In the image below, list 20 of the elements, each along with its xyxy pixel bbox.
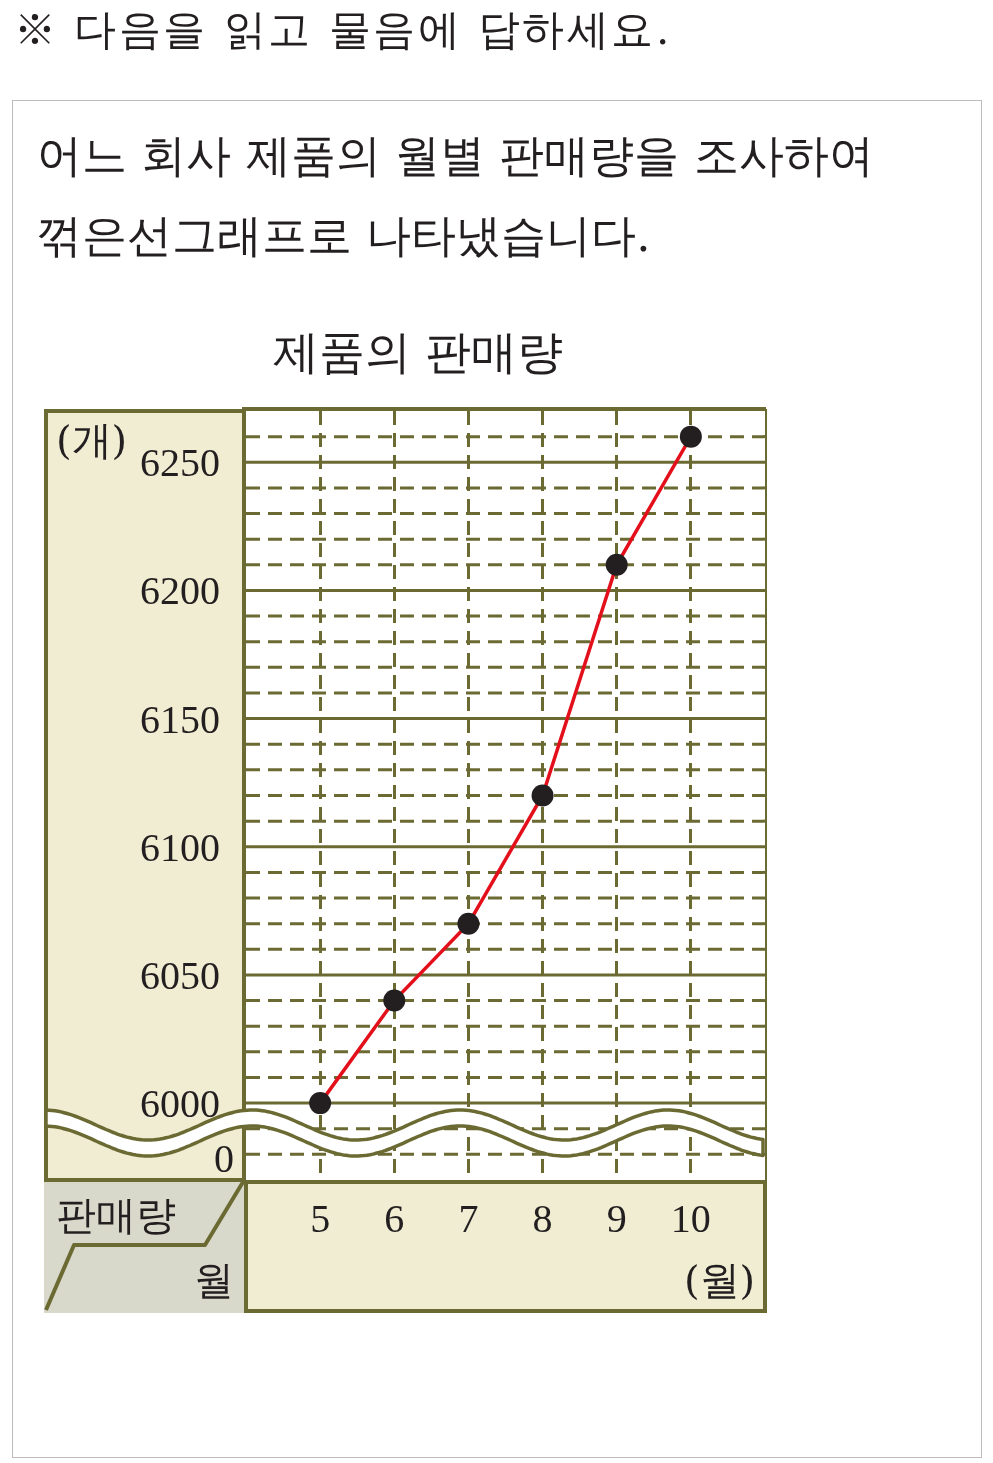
x-axis-title: (월) xyxy=(684,1257,756,1303)
x-tick-label: 8 xyxy=(532,1196,553,1241)
text: ※ 다음을 읽고 물음에 답하세요. xyxy=(14,4,672,56)
x-tick-label: 7 xyxy=(458,1196,479,1241)
y-tick-label: 6100 xyxy=(140,824,220,870)
x-tick-label: 9 xyxy=(606,1196,627,1241)
text: 0 xyxy=(214,1136,234,1181)
x-tick-label: 10 xyxy=(670,1196,711,1241)
y-axis-title: (개) xyxy=(56,417,128,463)
x-tick-label: 6 xyxy=(384,1196,405,1241)
y-tick-label: 6000 xyxy=(140,1081,220,1127)
y-tick-label: 6150 xyxy=(140,696,220,742)
chart-title: 제품의 판매량 xyxy=(272,325,564,380)
y-tick-label: 6200 xyxy=(140,568,220,614)
text: 월 xyxy=(194,1257,234,1303)
y-tick-label: 6050 xyxy=(140,952,220,998)
x-tick-label: 5 xyxy=(310,1196,331,1241)
y-tick-label: 6250 xyxy=(140,440,220,486)
text: 어느 회사 제품의 월별 판매량을 조사하여 꺾은선그래프로 나타냈습니다. xyxy=(37,128,875,264)
text: 판매량 xyxy=(56,1192,176,1238)
